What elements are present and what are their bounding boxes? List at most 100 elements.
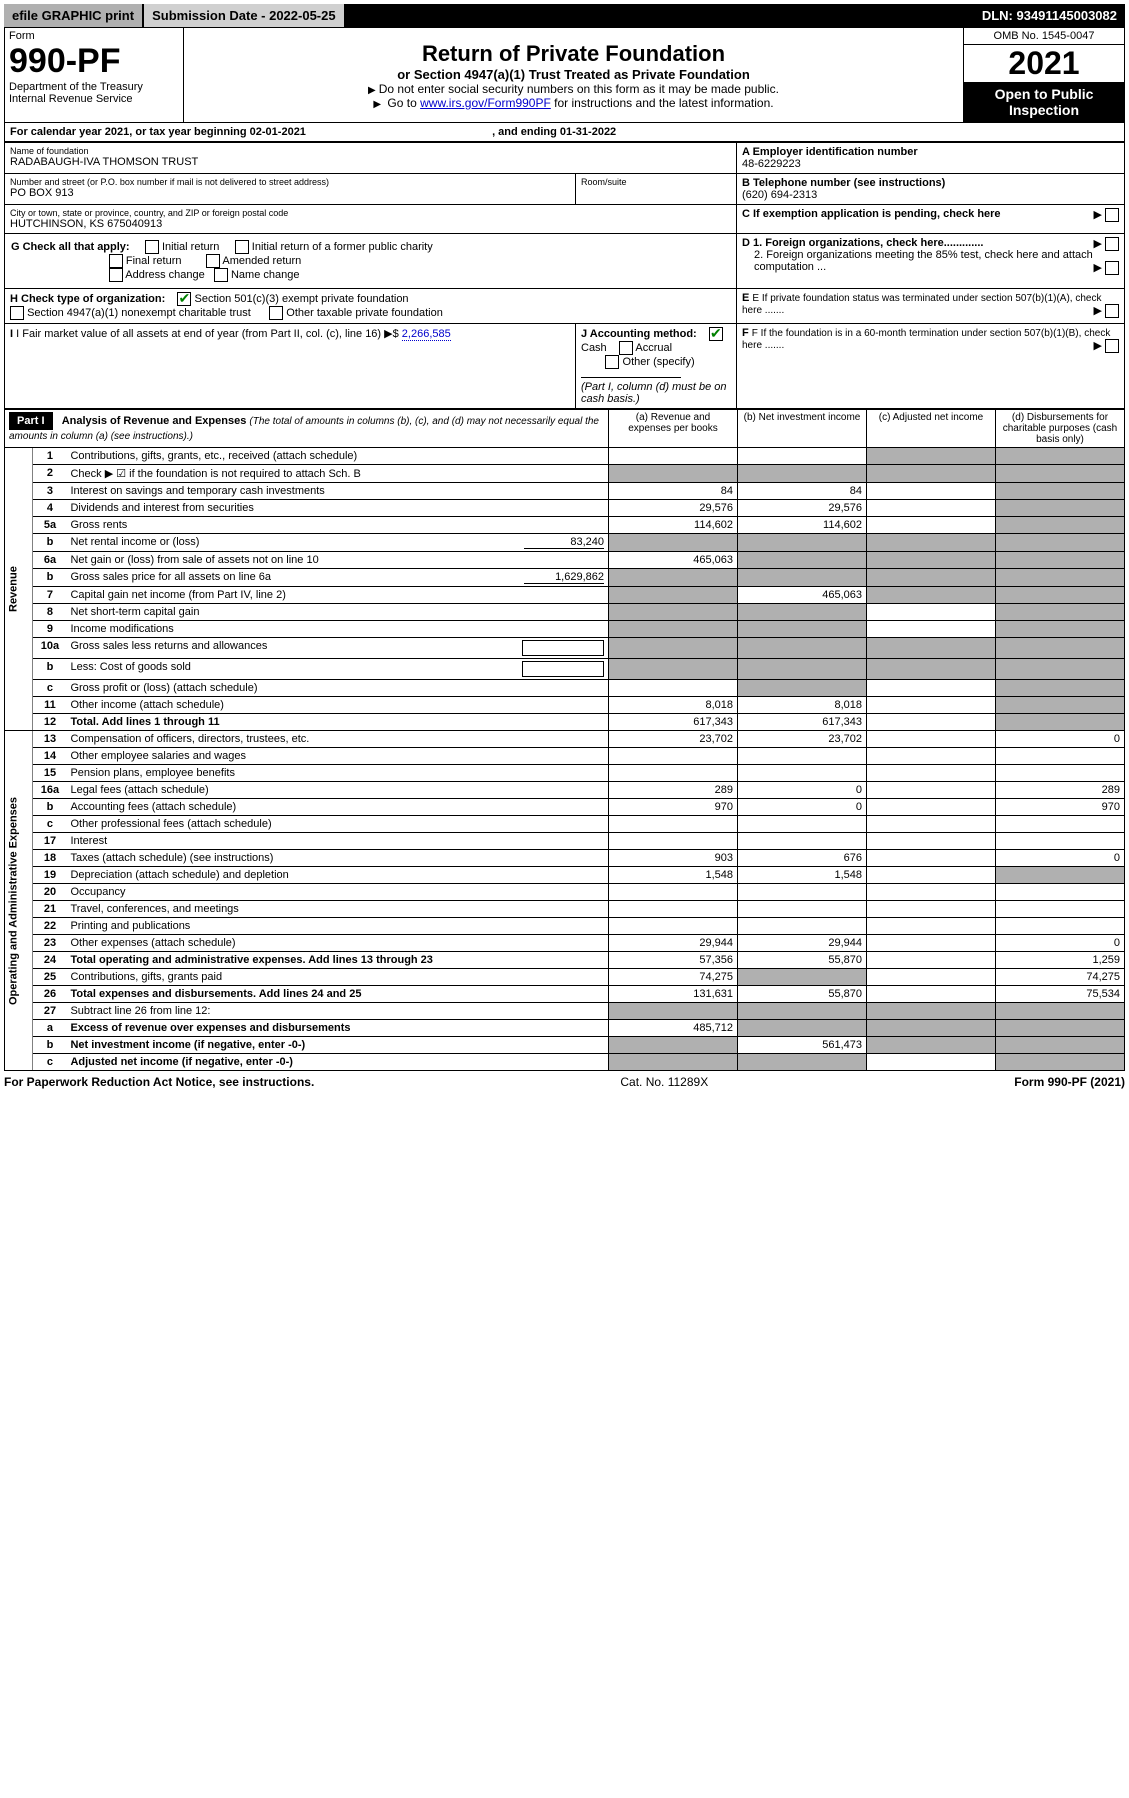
cell-d: 74,275	[996, 969, 1125, 986]
dln-label: DLN: 93491145003082	[974, 4, 1125, 27]
line-description: Printing and publications	[66, 918, 608, 935]
city-label: City or town, state or province, country…	[10, 208, 731, 218]
cell-b	[738, 680, 867, 697]
j-label: J Accounting method:	[581, 328, 697, 340]
cell-a: 23,702	[609, 731, 738, 748]
h-other-checkbox[interactable]	[269, 306, 283, 320]
g-amended-checkbox[interactable]	[206, 254, 220, 268]
cell-a: 1,548	[609, 867, 738, 884]
cell-a	[609, 833, 738, 850]
line-number: 3	[33, 483, 67, 500]
form-title: Return of Private Foundation	[188, 41, 959, 67]
table-row: aExcess of revenue over expenses and dis…	[5, 1020, 1125, 1037]
cell-a: 29,944	[609, 935, 738, 952]
i-value[interactable]: 2,266,585	[402, 328, 451, 341]
cell-b	[738, 569, 867, 587]
cell-c	[867, 1020, 996, 1037]
cell-b: 55,870	[738, 952, 867, 969]
cell-c	[867, 731, 996, 748]
cell-b: 0	[738, 782, 867, 799]
cell-d: 0	[996, 731, 1125, 748]
cell-d	[996, 697, 1125, 714]
irs-link[interactable]: www.irs.gov/Form990PF	[420, 96, 551, 110]
cell-b: 29,576	[738, 500, 867, 517]
cell-b	[738, 638, 867, 659]
cell-d	[996, 748, 1125, 765]
g-addr-change-checkbox[interactable]	[109, 268, 123, 282]
j-other-checkbox[interactable]	[605, 355, 619, 369]
j-accrual-checkbox[interactable]	[619, 341, 633, 355]
i-label: I Fair market value of all assets at end…	[16, 328, 381, 340]
line-number: b	[33, 1037, 67, 1054]
e-checkbox[interactable]	[1105, 304, 1119, 318]
cell-c	[867, 587, 996, 604]
cell-d	[996, 448, 1125, 465]
cell-a	[609, 659, 738, 680]
d1-checkbox[interactable]	[1105, 237, 1119, 251]
irs-label: Internal Revenue Service	[9, 93, 179, 105]
g-initial-checkbox[interactable]	[145, 240, 159, 254]
g-final-checkbox[interactable]	[109, 254, 123, 268]
g-label: G Check all that apply:	[11, 241, 130, 253]
cell-d	[996, 901, 1125, 918]
cell-d: 0	[996, 935, 1125, 952]
cell-a	[609, 569, 738, 587]
cell-c	[867, 697, 996, 714]
col-c-header: (c) Adjusted net income	[867, 410, 996, 448]
cell-a: 485,712	[609, 1020, 738, 1037]
cell-d	[996, 1020, 1125, 1037]
d2-checkbox[interactable]	[1105, 261, 1119, 275]
table-row: 27Subtract line 26 from line 12:	[5, 1003, 1125, 1020]
g-name-change-checkbox[interactable]	[214, 268, 228, 282]
cell-a	[609, 918, 738, 935]
line-number: 13	[33, 731, 67, 748]
line-description: Pension plans, employee benefits	[66, 765, 608, 782]
table-row: Operating and Administrative Expenses13C…	[5, 731, 1125, 748]
cell-d: 0	[996, 850, 1125, 867]
table-row: cOther professional fees (attach schedul…	[5, 816, 1125, 833]
line-number: 19	[33, 867, 67, 884]
cell-d	[996, 1037, 1125, 1054]
table-row: bNet investment income (if negative, ent…	[5, 1037, 1125, 1054]
cell-b	[738, 816, 867, 833]
line-number: 9	[33, 621, 67, 638]
g-initial-former-checkbox[interactable]	[235, 240, 249, 254]
form-label: Form	[9, 30, 179, 42]
cell-a: 114,602	[609, 517, 738, 534]
line-description: Depreciation (attach schedule) and deple…	[66, 867, 608, 884]
cell-c	[867, 1037, 996, 1054]
cell-c	[867, 850, 996, 867]
h-501c3-checkbox[interactable]	[177, 292, 191, 306]
cell-b	[738, 1020, 867, 1037]
foundation-name: RADABAUGH-IVA THOMSON TRUST	[10, 156, 731, 168]
cell-c	[867, 569, 996, 587]
phone-label: B Telephone number (see instructions)	[742, 177, 1119, 189]
h-label: H Check type of organization:	[10, 293, 165, 305]
cell-b: 23,702	[738, 731, 867, 748]
table-row: 14Other employee salaries and wages	[5, 748, 1125, 765]
cell-a	[609, 621, 738, 638]
line-number: 7	[33, 587, 67, 604]
line-number: b	[33, 659, 67, 680]
instr-2: Go to www.irs.gov/Form990PF for instruct…	[188, 96, 959, 110]
footer-left: For Paperwork Reduction Act Notice, see …	[4, 1075, 314, 1089]
cell-c	[867, 969, 996, 986]
c-checkbox[interactable]	[1105, 208, 1119, 222]
cell-b	[738, 901, 867, 918]
line-number: 2	[33, 465, 67, 483]
line-description: Gross sales less returns and allowances	[66, 638, 608, 659]
line-number: 21	[33, 901, 67, 918]
line-description: Other professional fees (attach schedule…	[66, 816, 608, 833]
j-cash-checkbox[interactable]	[709, 327, 723, 341]
addr-value: PO BOX 913	[10, 187, 570, 199]
cell-c	[867, 680, 996, 697]
cell-b: 561,473	[738, 1037, 867, 1054]
line-description: Other employee salaries and wages	[66, 748, 608, 765]
efile-label[interactable]: efile GRAPHIC print	[4, 4, 142, 27]
line-number: 5a	[33, 517, 67, 534]
ein-value: 48-6229223	[742, 158, 1119, 170]
h-4947-checkbox[interactable]	[10, 306, 24, 320]
part1-table: Part I Analysis of Revenue and Expenses …	[4, 409, 1125, 1071]
cell-a	[609, 680, 738, 697]
f-checkbox[interactable]	[1105, 339, 1119, 353]
